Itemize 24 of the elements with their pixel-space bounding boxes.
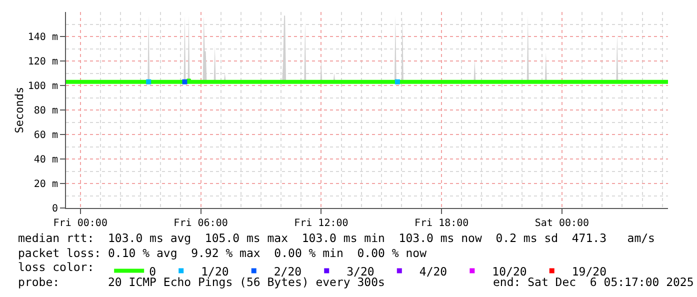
legend-title: loss color: xyxy=(18,260,102,274)
y-tick-label: 120 m xyxy=(28,56,58,68)
x-tick-label: Fri 06:00 xyxy=(174,218,228,229)
y-tick-label: 20 m xyxy=(34,179,58,190)
x-tick-label: Fri 00:00 xyxy=(53,218,108,229)
x-tick-label: Sat 00:00 xyxy=(534,218,590,229)
y-tick-label: 140 m xyxy=(28,32,58,43)
y-tick-label: 40 m xyxy=(34,154,58,166)
y-tick-label: 80 m xyxy=(34,106,58,116)
y-tick-label: 100 m xyxy=(28,81,58,92)
y-tick-label: 60 m xyxy=(34,130,58,141)
legend-label: 10/20 xyxy=(492,264,527,278)
x-tick-label: Fri 12:00 xyxy=(294,218,348,229)
legend-label: 2/20 xyxy=(274,264,302,278)
legend-label: 0 xyxy=(149,264,156,278)
y-axis-title: Seconds xyxy=(12,86,26,134)
text: median rtt: 103.0 ms avg 105.0 ms max 103.0 ms min 103.0 ms now 0.2 ms sd 471.3 am/s xyxy=(18,231,655,245)
x-tick-label: Fri 18:00 xyxy=(414,218,469,229)
text: packet loss: 0.10 % avg 9.92 % max 0.00 % min 0.00 % now xyxy=(18,246,427,260)
legend-label: 3/20 xyxy=(346,264,374,278)
legend-label: 4/20 xyxy=(419,264,448,278)
legend-label: 19/20 xyxy=(572,264,607,278)
y-tick-label: 0 xyxy=(52,204,58,214)
legend-label: 1/20 xyxy=(201,264,229,278)
